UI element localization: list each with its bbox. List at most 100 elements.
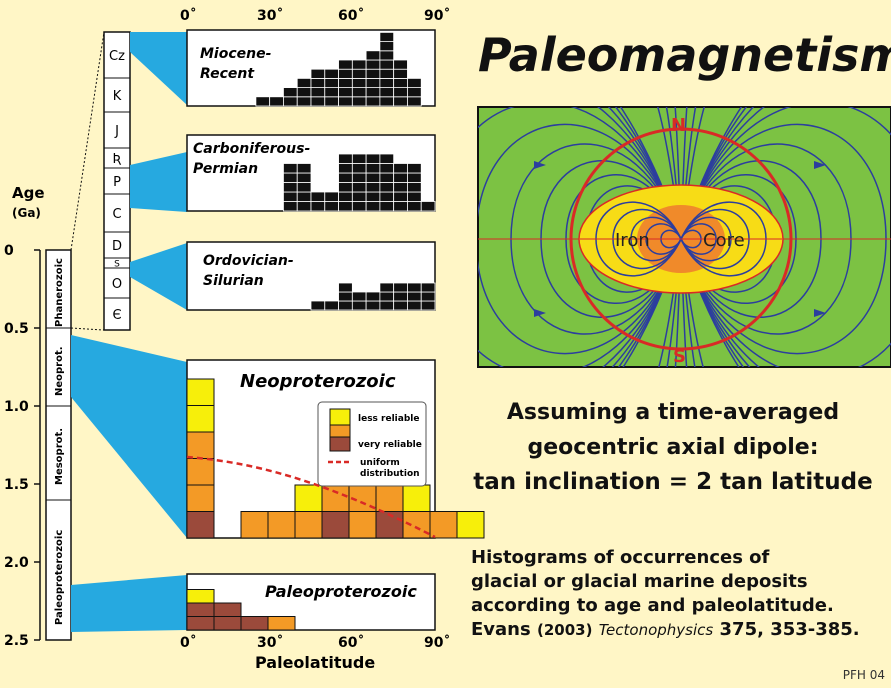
bar-cell — [294, 484, 323, 512]
top-tick-30: 30˚ — [257, 7, 283, 24]
bar-cell — [338, 78, 353, 89]
bar-cell — [351, 191, 367, 202]
label-core: Core — [703, 230, 745, 251]
eon-neoproterozoic: Neoprot. — [54, 346, 65, 396]
bar-cell — [365, 300, 381, 311]
bar-cell — [393, 78, 408, 89]
bar-cell — [365, 291, 381, 302]
bar-cell — [267, 616, 296, 631]
bar-cell — [351, 163, 367, 174]
bar-cell — [351, 96, 367, 107]
bar-cell — [283, 172, 298, 183]
expansion-line-bottom — [70, 327, 105, 331]
bar-cell — [393, 163, 408, 174]
legend-swatch-very — [329, 436, 351, 452]
bar-cell — [338, 153, 353, 164]
bar-cell — [379, 201, 395, 212]
assumption-equation: tan inclination = 2 tan latitude — [473, 469, 873, 495]
bar-cell — [296, 182, 312, 193]
age-axis: Age (Ga) — [12, 184, 45, 640]
bar-cell — [351, 87, 367, 98]
bar-cell — [393, 87, 408, 98]
bar-cell — [186, 511, 215, 539]
bar-cell — [365, 96, 381, 107]
bar-cell — [365, 87, 381, 98]
bar-cell — [186, 405, 215, 433]
bar-cell — [365, 163, 381, 174]
bar-cell — [283, 201, 298, 212]
bar-cell — [255, 96, 271, 107]
legend-swatch-less — [329, 408, 351, 426]
top-tick-60: 60˚ — [338, 7, 364, 24]
bar-cell — [296, 96, 312, 107]
label-miocene: Miocene-Recent — [200, 46, 272, 82]
bar-cell — [324, 201, 339, 212]
bar-cell — [379, 87, 395, 98]
uniform-distribution-curve — [186, 455, 436, 539]
legend-very-reliable: very reliable — [358, 440, 422, 450]
top-axis: 0˚ 30˚ 60˚ 90˚ — [180, 7, 450, 24]
label-iron: Iron — [615, 230, 650, 251]
bar-cell — [324, 96, 339, 107]
bar-cell — [310, 191, 326, 202]
bar-cell — [338, 291, 353, 302]
bar-cell — [283, 96, 298, 107]
bar-cell — [393, 96, 408, 107]
bar-cell — [294, 511, 323, 539]
histogram-bars — [186, 32, 485, 631]
bar-cell — [283, 87, 298, 98]
bar-cell — [338, 87, 353, 98]
bar-cell — [267, 511, 296, 539]
assumption-line-1: Assuming a time-averaged — [506, 400, 840, 425]
bar-cell — [338, 201, 353, 212]
bar-cell — [310, 300, 326, 311]
bar-cell — [365, 50, 381, 61]
bar-cell — [338, 172, 353, 183]
bar-cell — [420, 291, 436, 302]
label-neoproterozoic: Neoproterozoic — [240, 371, 396, 392]
credit-label: PFH 04 — [842, 668, 885, 682]
bar-cell — [186, 458, 215, 486]
bar-cell — [213, 602, 242, 617]
histogram-caption: Histograms of occurrences of glacial or … — [471, 546, 891, 642]
bar-cell — [310, 96, 326, 107]
citation-journal: Tectonophysics — [598, 621, 714, 639]
bar-cell — [324, 191, 339, 202]
bar-cell — [407, 201, 422, 212]
bar-cell — [324, 87, 339, 98]
bar-cell — [296, 78, 312, 89]
dipole-assumption: Assuming a time-averaged geocentric axia… — [455, 395, 891, 500]
x-axis-label: Paleolatitude — [255, 653, 375, 672]
bar-cell — [338, 59, 353, 70]
citation-ref: 375, 353-385. — [719, 619, 860, 640]
bar-cell — [365, 59, 381, 70]
bar-cell — [240, 511, 269, 539]
citation: Evans (2003) Tectonophysics 375, 353-385… — [471, 618, 891, 642]
bar-cell — [283, 163, 298, 174]
bar-cell — [407, 282, 422, 293]
bar-cell — [379, 182, 395, 193]
bar-cell — [310, 87, 326, 98]
bar-cell — [186, 378, 215, 406]
bar-cell — [269, 96, 284, 107]
bar-cell — [186, 602, 215, 617]
bar-cell — [351, 291, 367, 302]
label-paleoproterozoic: Paleoproterozoic — [265, 582, 417, 601]
bar-cell — [186, 589, 215, 604]
period-label: K — [113, 89, 122, 104]
bottom-axis: 0˚ 30˚ 60˚ 90˚ Paleolatitude — [180, 634, 450, 672]
eon-paleoproterozoic: Paleoproterozoic — [54, 530, 65, 625]
label-carboniferous: Carboniferous-Permian — [193, 141, 310, 177]
bar-cell — [186, 616, 215, 631]
bar-cell — [296, 163, 312, 174]
bar-cell — [338, 191, 353, 202]
bar-cell — [338, 282, 353, 293]
page-title: Paleomagnetism — [478, 28, 891, 82]
bar-cell — [351, 300, 367, 311]
bar-cell — [393, 182, 408, 193]
age-tick-label: 2.5 — [4, 633, 29, 649]
bar-cell — [324, 68, 339, 79]
age-tick-label: 1.5 — [4, 477, 29, 493]
bar-cell — [420, 300, 436, 311]
bar-cell — [393, 282, 408, 293]
